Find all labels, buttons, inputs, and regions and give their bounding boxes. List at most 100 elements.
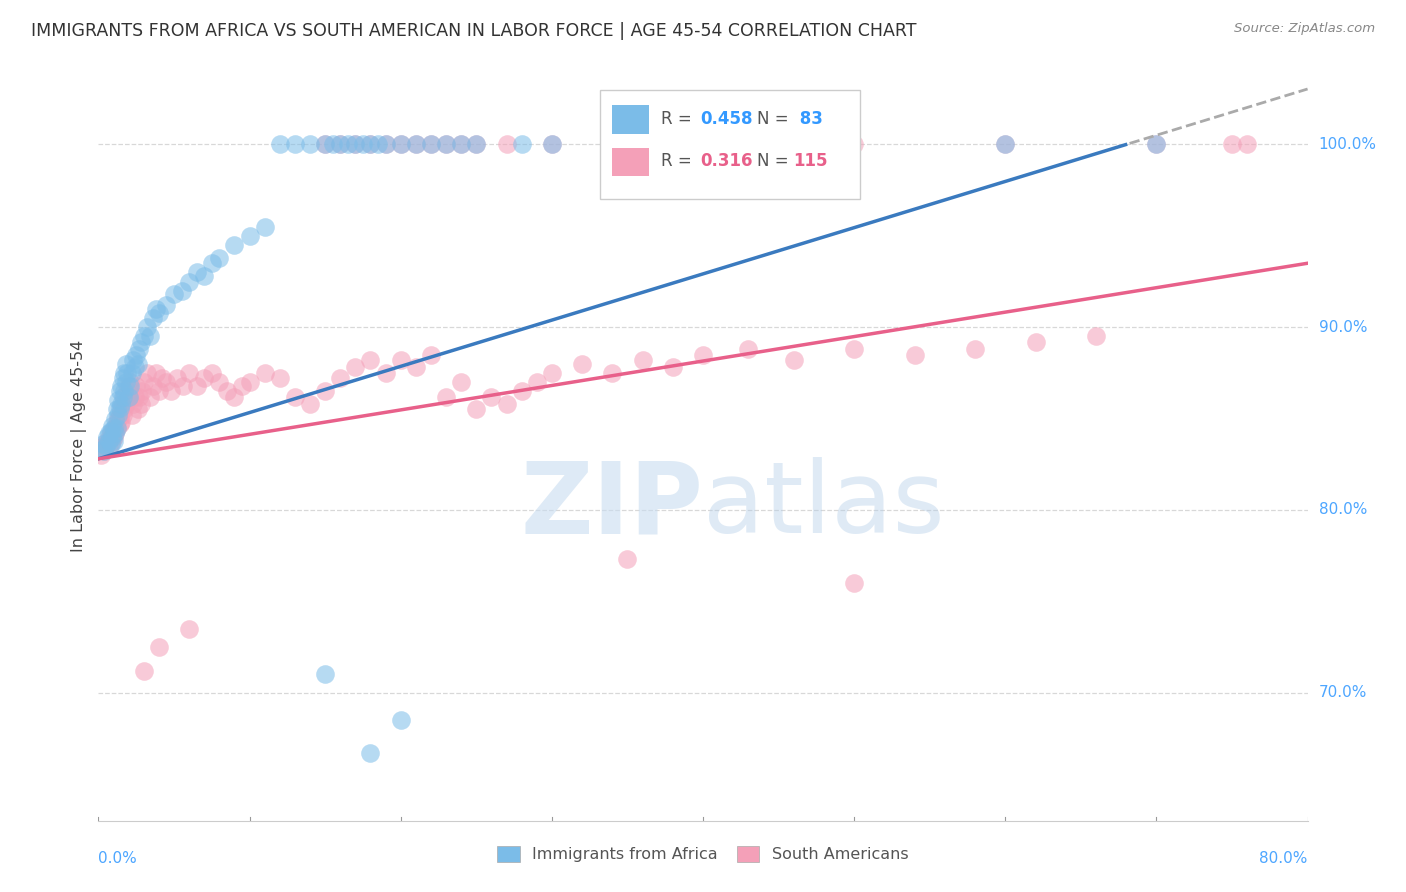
Point bbox=[374, 137, 396, 152]
Point bbox=[994, 137, 1017, 152]
Point bbox=[120, 378, 142, 392]
Point bbox=[104, 411, 127, 425]
Point bbox=[314, 667, 336, 681]
Point bbox=[374, 366, 396, 380]
FancyBboxPatch shape bbox=[613, 148, 648, 177]
Point bbox=[155, 375, 177, 389]
Point bbox=[844, 137, 866, 152]
Point bbox=[208, 251, 231, 265]
Point bbox=[103, 434, 125, 448]
Text: 115: 115 bbox=[793, 153, 828, 170]
Point bbox=[299, 397, 322, 411]
Point bbox=[389, 713, 412, 727]
Point bbox=[367, 137, 389, 152]
Point bbox=[114, 357, 136, 371]
Point bbox=[114, 397, 136, 411]
Point bbox=[118, 390, 141, 404]
Point bbox=[120, 375, 142, 389]
Point bbox=[253, 366, 276, 380]
Point bbox=[145, 366, 167, 380]
Point bbox=[692, 137, 714, 152]
Point bbox=[374, 137, 396, 152]
Point bbox=[193, 268, 215, 283]
Point bbox=[132, 329, 155, 343]
Point bbox=[115, 393, 138, 408]
Legend: Immigrants from Africa, South Americans: Immigrants from Africa, South Americans bbox=[491, 840, 915, 869]
Point bbox=[526, 375, 548, 389]
Text: R =: R = bbox=[661, 110, 697, 128]
Point bbox=[91, 439, 114, 453]
Text: N =: N = bbox=[758, 110, 794, 128]
Point bbox=[112, 390, 135, 404]
Point bbox=[360, 137, 382, 152]
Point bbox=[132, 375, 155, 389]
Point bbox=[434, 137, 457, 152]
Point bbox=[389, 137, 412, 152]
Point bbox=[112, 366, 135, 380]
Point bbox=[142, 311, 165, 326]
Point bbox=[107, 408, 129, 422]
Point bbox=[101, 430, 124, 444]
Point bbox=[322, 137, 344, 152]
Point bbox=[90, 442, 112, 457]
Point bbox=[965, 342, 987, 356]
Point bbox=[844, 576, 866, 591]
Point bbox=[110, 402, 132, 417]
Point bbox=[179, 366, 201, 380]
Point bbox=[103, 425, 125, 439]
Point bbox=[405, 137, 427, 152]
Point bbox=[420, 137, 443, 152]
Point bbox=[128, 390, 150, 404]
Point bbox=[124, 390, 146, 404]
Point bbox=[129, 334, 152, 349]
Point bbox=[201, 256, 224, 270]
Point bbox=[904, 348, 927, 362]
Text: atlas: atlas bbox=[703, 458, 945, 555]
Point bbox=[122, 397, 145, 411]
Point bbox=[360, 746, 382, 760]
Point bbox=[115, 366, 138, 380]
Point bbox=[103, 430, 125, 444]
Point bbox=[127, 402, 149, 417]
Point bbox=[94, 439, 117, 453]
Point bbox=[193, 371, 215, 385]
Point bbox=[510, 137, 533, 152]
Point bbox=[450, 137, 472, 152]
Point bbox=[994, 137, 1017, 152]
Point bbox=[129, 397, 152, 411]
Point bbox=[434, 390, 457, 404]
Point bbox=[118, 390, 141, 404]
Point bbox=[661, 360, 683, 375]
Point bbox=[131, 384, 153, 399]
Point bbox=[107, 411, 129, 425]
Point bbox=[360, 353, 382, 368]
Point bbox=[405, 137, 427, 152]
Point bbox=[299, 137, 322, 152]
Point bbox=[314, 384, 336, 399]
Point bbox=[616, 552, 638, 566]
Y-axis label: In Labor Force | Age 45-54: In Labor Force | Age 45-54 bbox=[72, 340, 87, 552]
Point bbox=[139, 329, 162, 343]
Point bbox=[329, 137, 352, 152]
Point bbox=[616, 137, 638, 152]
Point bbox=[405, 360, 427, 375]
Text: IMMIGRANTS FROM AFRICA VS SOUTH AMERICAN IN LABOR FORCE | AGE 45-54 CORRELATION : IMMIGRANTS FROM AFRICA VS SOUTH AMERICAN… bbox=[31, 22, 917, 40]
Point bbox=[142, 378, 165, 392]
Point bbox=[737, 342, 759, 356]
FancyBboxPatch shape bbox=[613, 105, 648, 134]
Point bbox=[108, 384, 131, 399]
Text: 0.0%: 0.0% bbox=[98, 851, 138, 866]
Point bbox=[105, 402, 128, 417]
Point bbox=[239, 228, 262, 243]
Text: 100.0%: 100.0% bbox=[1319, 137, 1376, 152]
Point bbox=[108, 417, 131, 431]
Point bbox=[389, 137, 412, 152]
Point bbox=[112, 402, 135, 417]
FancyBboxPatch shape bbox=[600, 90, 860, 199]
Point bbox=[91, 437, 114, 451]
Point bbox=[110, 397, 132, 411]
Point bbox=[124, 360, 146, 375]
Point bbox=[108, 408, 131, 422]
Point bbox=[98, 426, 121, 441]
Text: 0.316: 0.316 bbox=[700, 153, 754, 170]
